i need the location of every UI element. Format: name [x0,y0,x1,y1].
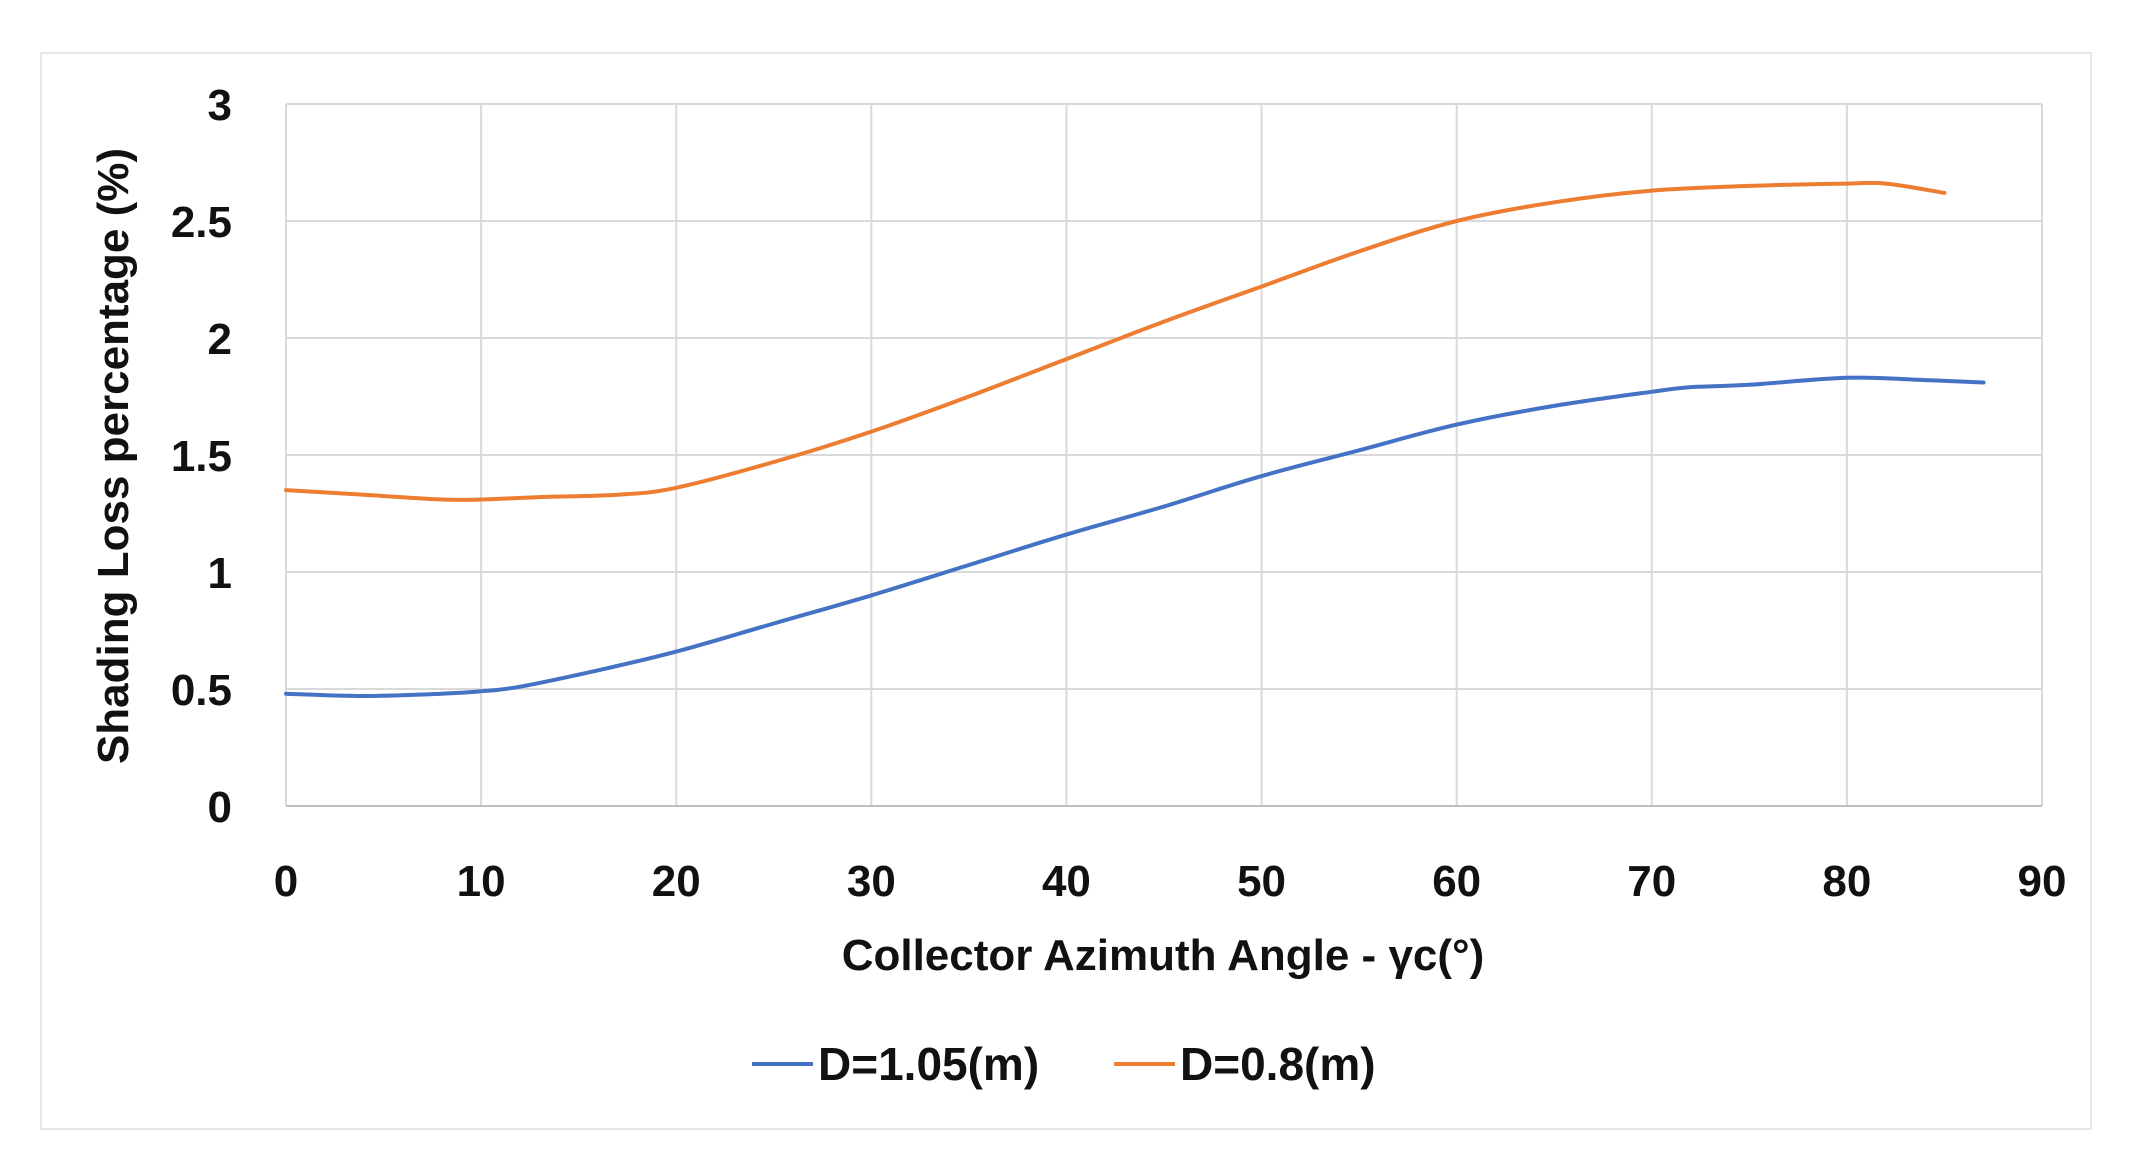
legend-label-d105: D=1.05(m) [818,1038,1039,1090]
y-tick-label-1: 1 [208,549,232,598]
series-lines [284,180,1986,698]
y-tick-label-0_5: 0.5 [171,666,232,715]
legend-label-d08: D=0.8(m) [1180,1038,1376,1090]
y-tick-label-2: 2 [208,315,232,364]
y-tick-label-2_5: 2.5 [171,198,232,247]
x-tick-label-0: 0 [274,857,298,906]
y-tick-label-3: 3 [208,81,232,130]
x-axis-title: Collector Azimuth Angle - γc(°) [842,931,1485,980]
x-tick-label-70: 70 [1627,857,1676,906]
y-tick-label-1_5: 1.5 [171,432,232,481]
tick-labels: 0 10 20 30 40 50 60 70 80 90 0 0.5 1 1.5 2 2.5 3 [171,81,2067,906]
x-tick-label-60: 60 [1432,857,1481,906]
x-tick-label-50: 50 [1237,857,1286,906]
series-line-d08 [284,180,1947,502]
legend: D=1.05(m) D=0.8(m) [752,1038,1376,1090]
series-line-d105 [284,375,1986,698]
x-tick-label-40: 40 [1042,857,1091,906]
x-tick-label-20: 20 [652,857,701,906]
x-tick-label-30: 30 [847,857,896,906]
axes [285,104,2042,807]
y-tick-label-0: 0 [208,783,232,832]
x-tick-label-80: 80 [1822,857,1871,906]
gridlines [286,103,2043,806]
x-tick-label-10: 10 [457,857,506,906]
y-axis-title: Shading Loss percentage (%) [89,148,138,764]
x-tick-label-90: 90 [2018,857,2067,906]
